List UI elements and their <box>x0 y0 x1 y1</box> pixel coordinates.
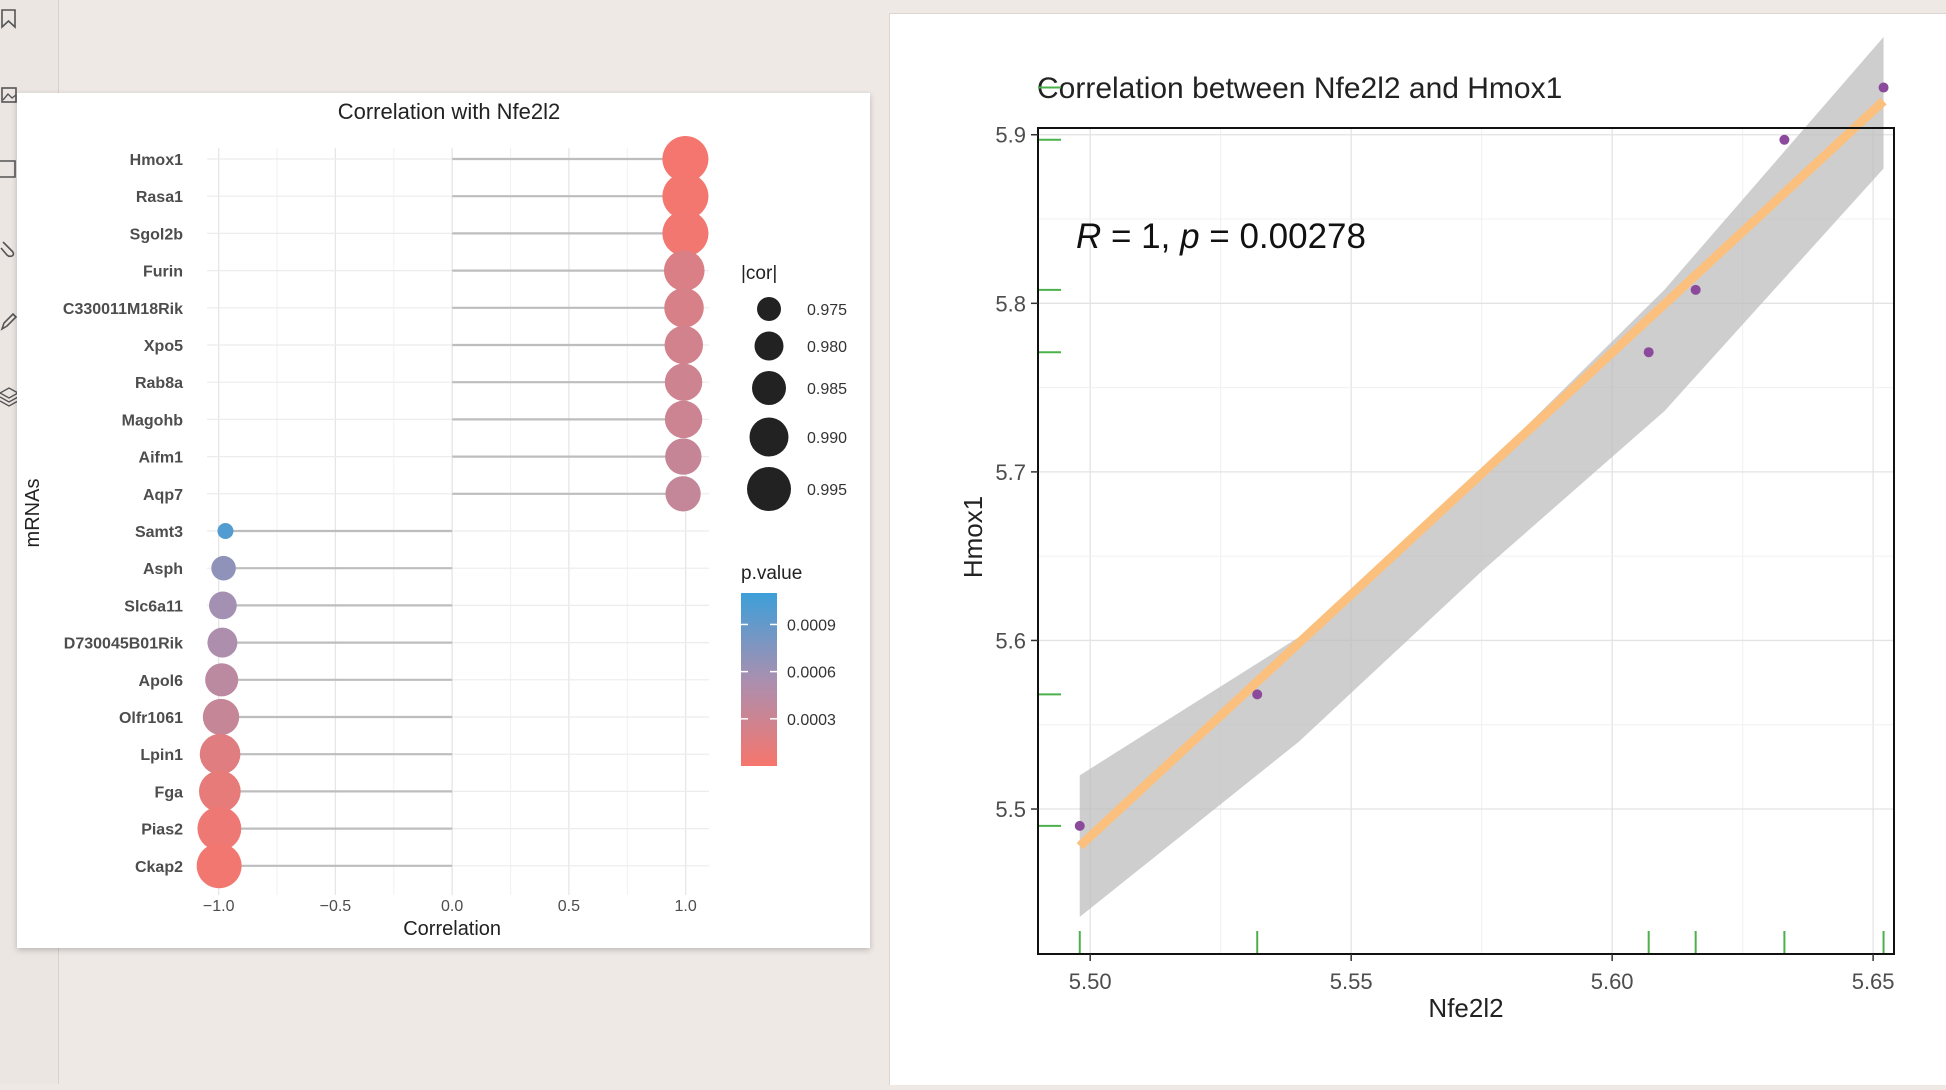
color-legend-bar <box>741 593 777 766</box>
page-icon[interactable] <box>0 158 20 180</box>
lollipop-dot <box>664 400 703 439</box>
lollipop-dot <box>665 438 702 475</box>
category-label: Asph <box>143 561 183 578</box>
category-label: Olfr1061 <box>119 710 183 727</box>
category-label: Slc6a11 <box>124 598 183 615</box>
lollipop-dot <box>208 591 237 620</box>
lollipop-dot <box>662 210 709 257</box>
color-legend-title: p.value <box>741 563 802 584</box>
data-point <box>1690 284 1701 295</box>
lollipop-dot <box>662 136 709 182</box>
color-legend-label: 0.0009 <box>787 617 836 634</box>
y-tick-label: 5.7 <box>995 460 1026 485</box>
stats-annotation-part: = 0.00278 <box>1200 217 1366 256</box>
data-point <box>1252 689 1263 700</box>
image-icon[interactable] <box>0 85 20 107</box>
category-label: Samt3 <box>135 524 183 541</box>
x-axis-label: Nfe2l2 <box>1428 993 1503 1023</box>
x-tick-label: −0.5 <box>320 898 352 915</box>
category-label: Aifm1 <box>139 450 184 467</box>
lollipop-dot <box>202 698 240 736</box>
lollipop-dot <box>662 173 709 220</box>
data-point <box>1878 82 1889 93</box>
lollipop-dot <box>198 770 241 813</box>
plot-border <box>1037 127 1895 955</box>
category-label: Aqp7 <box>143 487 183 504</box>
lollipop-dot <box>217 523 234 539</box>
x-tick-label: 0.5 <box>558 898 580 915</box>
size-legend-label: 0.985 <box>807 381 847 398</box>
lollipop-dot <box>197 806 242 851</box>
lollipop-dot <box>205 663 239 697</box>
category-label: C330011M18Rik <box>63 301 183 318</box>
lollipop-chart-panel: Correlation with Nfe2l2 Hmox1 Rasa1 Sgol2b F… <box>17 93 870 948</box>
scatter-chart-panel: Correlation between Nfe2l2 and Hmox1 R = … <box>889 13 1946 1085</box>
color-legend-label: 0.0003 <box>787 712 836 729</box>
size-legend-title: |cor| <box>741 263 777 284</box>
category-label: Pias2 <box>141 822 183 839</box>
y-tick-label: 5.6 <box>995 628 1026 653</box>
category-label: Sgol2b <box>130 226 184 243</box>
lollipop-dot <box>664 363 703 401</box>
size-legend-label: 0.995 <box>807 482 847 499</box>
scatter-chart: Correlation between Nfe2l2 and Hmox1 R = … <box>958 36 1895 1023</box>
size-legend-label: 0.980 <box>807 339 847 356</box>
x-tick-label: 0.0 <box>441 898 463 915</box>
category-label: Hmox1 <box>130 152 183 169</box>
category-label: Lpin1 <box>140 747 183 764</box>
paperclip-icon[interactable] <box>0 236 20 258</box>
stats-annotation-part: R <box>1076 217 1101 256</box>
pen-icon[interactable] <box>0 311 20 333</box>
category-label: Rasa1 <box>136 189 183 206</box>
lollipop-dot <box>664 288 704 328</box>
y-axis-label: Hmox1 <box>958 496 988 578</box>
lollipop-dot <box>207 627 238 658</box>
data-point <box>1779 134 1790 145</box>
x-tick-label: 5.50 <box>1069 969 1112 994</box>
x-axis-label: Correlation <box>403 918 501 940</box>
category-label: Rab8a <box>135 375 183 392</box>
chart-title: Correlation with Nfe2l2 <box>338 99 561 124</box>
lollipop-chart: Correlation with Nfe2l2 Hmox1 Rasa1 Sgol2b F… <box>22 99 847 940</box>
x-tick-label: 5.55 <box>1330 969 1373 994</box>
category-label: Furin <box>143 264 183 281</box>
category-label: D730045B01Rik <box>64 636 183 653</box>
y-tick-label: 5.5 <box>995 797 1026 822</box>
size-legend-label: 0.990 <box>807 430 847 447</box>
category-label: Apol6 <box>139 673 184 690</box>
size-legend-dot <box>757 297 781 321</box>
stats-annotation-part: p <box>1179 217 1199 256</box>
size-legend-dot <box>749 417 789 457</box>
color-legend-label: 0.0006 <box>787 665 836 682</box>
bookmark-icon[interactable] <box>0 8 20 30</box>
y-axis-label: mRNAs <box>22 479 44 548</box>
category-label: Xpo5 <box>144 338 183 355</box>
lollipop-dot <box>664 325 704 365</box>
data-point <box>1643 347 1654 358</box>
x-tick-label: 5.60 <box>1591 969 1634 994</box>
x-tick-label: 1.0 <box>675 898 697 915</box>
stats-annotation-part: = 1, <box>1101 217 1180 256</box>
y-tick-label: 5.8 <box>995 291 1026 316</box>
regression-line <box>1076 97 1887 850</box>
category-label: Magohb <box>122 412 184 429</box>
chart-title: Correlation between Nfe2l2 and Hmox1 <box>1037 72 1562 105</box>
lollipop-dot <box>196 843 242 889</box>
lollipop-dot <box>211 555 236 581</box>
category-label: Ckap2 <box>135 859 183 876</box>
x-tick-label: −1.0 <box>203 898 235 915</box>
data-point <box>1074 820 1085 831</box>
lollipop-dot <box>663 250 705 291</box>
lollipop-dot <box>665 476 701 512</box>
lollipop-dot <box>199 733 241 775</box>
y-tick-label: 5.9 <box>995 123 1026 148</box>
category-label: Fga <box>155 784 184 801</box>
size-legend-dot <box>754 331 784 361</box>
size-legend-dot <box>752 371 786 405</box>
size-legend-label: 0.975 <box>807 302 847 319</box>
stats-annotation: R = 1, p = 0.00278 <box>1076 217 1366 256</box>
size-legend-dot <box>747 467 791 511</box>
x-tick-label: 5.65 <box>1852 969 1895 994</box>
